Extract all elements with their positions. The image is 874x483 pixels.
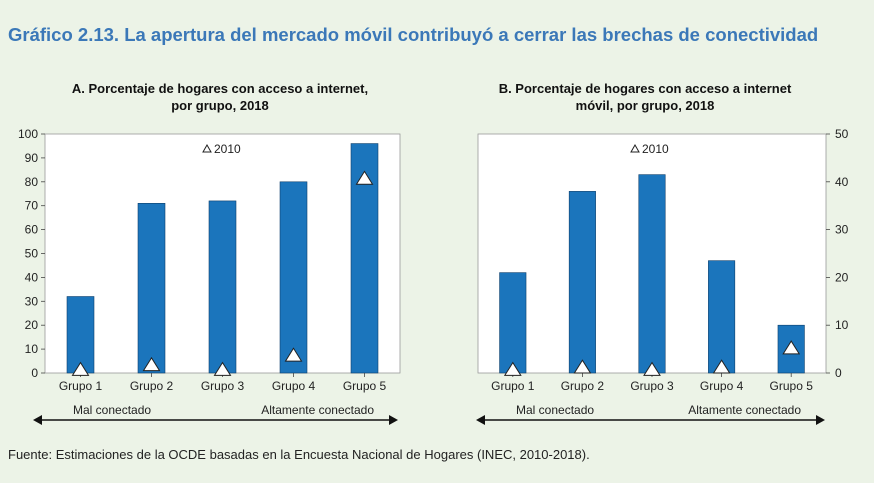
y-tick-label-b: 50 [835,127,849,141]
x-tick-label-b: Grupo 3 [630,379,674,393]
panel-a-title-line-2: por grupo, 2018 [171,98,269,113]
y-tick-label-b: 40 [835,175,849,189]
y-tick-label-a: 90 [25,151,39,165]
y-tick-label-a: 60 [25,223,39,237]
bar-a-3 [208,200,237,374]
bar-b-2 [568,191,596,374]
x-tick-label-b: Grupo 4 [700,379,744,393]
panel-a-title: A. Porcentaje de hogares con acceso a in… [40,80,400,114]
bar-a-4 [279,181,308,374]
legend-label-b: 2010 [642,142,669,156]
y-tick-label-a: 100 [18,127,38,141]
y-tick-label-a: 0 [31,366,38,380]
bar-b-1 [499,272,527,374]
y-tick-label-a: 10 [25,342,39,356]
arrow-label-left-b: Mal conectado [516,403,594,417]
y-tick-label-b: 20 [835,270,849,284]
y-tick-label-a: 80 [25,175,39,189]
x-tick-label-b: Grupo 1 [491,379,535,393]
y-tick-label-a: 30 [25,294,39,308]
figure-title: Gráfico 2.13. La apertura del mercado mó… [8,24,819,45]
bar-a-2 [137,203,166,374]
x-tick-label-a: Grupo 3 [201,379,245,393]
bar-a-1 [66,296,95,374]
x-tick-label-b: Grupo 5 [770,379,814,393]
legend-triangle-icon-b [630,143,640,153]
x-tick-label-a: Grupo 1 [59,379,103,393]
marker-2010-a-5 [355,170,374,185]
marker-2010-a-2 [142,356,161,372]
y-tick-label-a: 50 [25,247,39,261]
marker-2010-a-4 [284,347,303,362]
y-tick-label-b: 0 [835,366,842,380]
panel-b-title: B. Porcentaje de hogares con acceso a in… [465,80,825,114]
y-tick-label-a: 70 [25,199,39,213]
marker-2010-b-3 [643,361,661,376]
marker-2010-a-1 [71,361,90,376]
marker-2010-b-5 [782,340,801,355]
marker-2010-b-4 [712,359,731,374]
y-tick-label-b: 10 [835,318,849,332]
panel-b-title-line-2: móvil, por grupo, 2018 [575,98,715,113]
legend-triangle-icon-a [202,143,212,153]
source-note: Fuente: Estimaciones de la OCDE basadas … [8,447,590,462]
arrow-label-left-a: Mal conectado [73,403,151,417]
bar-b-3 [638,174,666,374]
arrow-left-head-icon-a [33,415,42,425]
marker-2010-a-3 [213,361,232,376]
marker-2010-b-1 [503,361,522,376]
x-tick-label-a: Grupo 2 [130,379,174,393]
legend-label-a: 2010 [214,142,241,156]
arrow-right-head-icon-b [816,415,825,425]
y-tick-label-a: 40 [25,270,39,284]
x-tick-label-a: Grupo 4 [272,379,316,393]
bar-b-4 [708,260,736,374]
arrow-label-right-a: Altamente conectado [261,403,374,417]
arrow-label-right-b: Altamente conectado [688,403,801,417]
arrow-right-head-icon-a [389,415,398,425]
x-tick-label-b: Grupo 2 [561,379,605,393]
marker-2010-b-2 [573,359,592,374]
panel-a-title-line-1: A. Porcentaje de hogares con acceso a in… [71,81,369,96]
y-tick-label-a: 20 [25,318,39,332]
arrow-left-head-icon-b [476,415,485,425]
x-tick-label-a: Grupo 5 [343,379,387,393]
panel-b-title-line-1: B. Porcentaje de hogares con acceso a in… [498,81,792,96]
y-tick-label-b: 30 [835,223,849,237]
